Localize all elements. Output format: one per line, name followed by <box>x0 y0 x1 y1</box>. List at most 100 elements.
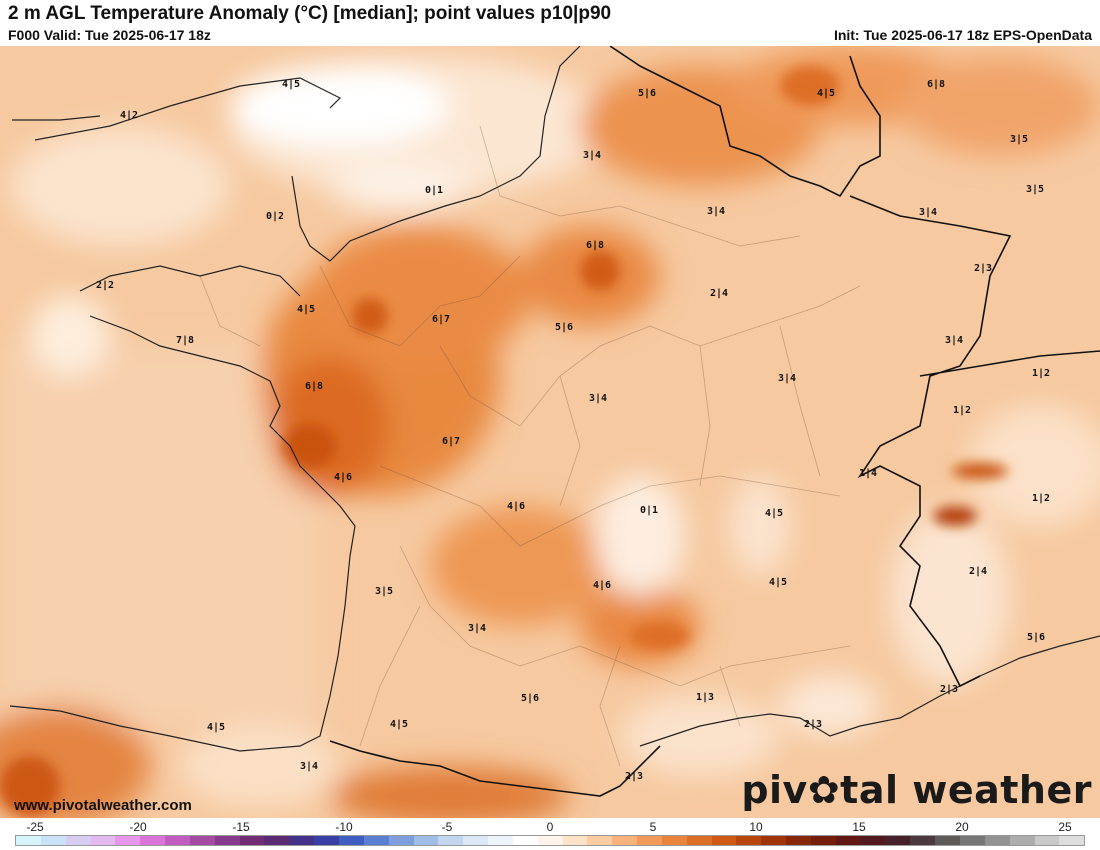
point-value-label: 2|3 <box>804 719 822 730</box>
point-value-label: 3|4 <box>778 373 796 384</box>
point-value-label: 2|2 <box>96 280 114 291</box>
colorbar-tick-label: -15 <box>232 820 250 834</box>
colorbar-swatch <box>115 836 141 845</box>
colorbar-swatch <box>239 836 265 845</box>
init-time: Init: Tue 2025-06-17 18z EPS-OpenData <box>833 27 1092 43</box>
point-value-label: 1|4 <box>859 468 877 479</box>
coastline <box>9 46 1100 752</box>
colorbar-swatch <box>637 836 662 845</box>
point-value-label: 3|4 <box>945 335 963 346</box>
colorbar-swatch <box>314 836 339 845</box>
colorbar-swatch <box>860 836 886 845</box>
point-value-label: 1|2 <box>1032 368 1050 379</box>
point-value-label: 1|2 <box>953 405 971 416</box>
map-header: 2 m AGL Temperature Anomaly (°C) [median… <box>0 0 1100 46</box>
point-value-label: 5|6 <box>638 88 656 99</box>
colorbar-swatch <box>90 836 116 845</box>
colorbar-swatch <box>165 836 190 845</box>
website-label: www.pivotalweather.com <box>14 797 192 814</box>
colorbar-swatch <box>686 836 712 845</box>
colorbar-swatch <box>214 836 240 845</box>
colorbar-swatch <box>537 836 563 845</box>
point-value-label: 5|6 <box>1027 632 1045 643</box>
colorbar-tick-label: -25 <box>26 820 44 834</box>
colorbar-swatch <box>40 836 66 845</box>
colorbar-tick-label: -10 <box>335 820 353 834</box>
valid-time: F000 Valid: Tue 2025-06-17 18z <box>8 27 211 43</box>
colorbar-swatch <box>885 836 911 845</box>
point-value-label: 4|5 <box>282 79 300 90</box>
point-value-label: 4|2 <box>120 110 138 121</box>
colorbar-swatch <box>811 836 836 845</box>
colorbar-swatch <box>488 836 513 845</box>
colorbar-tick-label: 0 <box>546 820 554 834</box>
colorbar-swatch <box>65 836 91 845</box>
colorbar-swatch <box>761 836 787 845</box>
point-value-label: 4|6 <box>507 501 525 512</box>
point-value-label: 3|4 <box>300 761 318 772</box>
colorbar-swatch <box>438 836 464 845</box>
colorbar-swatch <box>363 836 389 845</box>
colorbar-swatch <box>1059 836 1085 845</box>
colorbar-tick-label: 20 <box>955 820 969 834</box>
point-value-label: 4|5 <box>207 722 225 733</box>
point-value-label: 3|4 <box>919 207 937 218</box>
point-value-label: 6|8 <box>927 79 945 90</box>
colorbar-swatch <box>512 836 538 845</box>
colorbar-swatch <box>736 836 762 845</box>
point-value-label: 6|7 <box>442 436 460 447</box>
point-value-label: 6|8 <box>586 240 604 251</box>
colorbar-swatch <box>289 836 315 845</box>
map-title: 2 m AGL Temperature Anomaly (°C) [median… <box>8 3 612 24</box>
point-value-label: 4|5 <box>297 304 315 315</box>
colorbar-tick-label: -20 <box>129 820 147 834</box>
point-value-label: 4|6 <box>593 580 611 591</box>
colorbar-swatch <box>910 836 936 845</box>
colorbar-swatch <box>1009 836 1035 845</box>
point-value-label: 6|8 <box>305 381 323 392</box>
colorbar-swatch <box>562 836 588 845</box>
point-value-label: 7|8 <box>176 335 194 346</box>
colorbar-swatch <box>140 836 166 845</box>
colorbar-swatch <box>661 836 687 845</box>
colorbar-swatch <box>1034 836 1060 845</box>
colorbar: -25 -20 -15 -10 -5 0 5 10 15 20 25 <box>15 820 1085 850</box>
point-value-label: 1|2 <box>1032 493 1050 504</box>
point-value-label: 5|6 <box>555 322 573 333</box>
colorbar-swatch <box>960 836 985 845</box>
point-value-label: 6|7 <box>432 314 450 325</box>
point-value-label: 3|4 <box>589 393 607 404</box>
point-value-label: 4|5 <box>769 577 787 588</box>
colorbar-swatch <box>16 836 41 845</box>
colorbar-tick-label: -5 <box>441 820 453 834</box>
colorbar-swatch <box>984 836 1010 845</box>
anomaly-shading <box>0 46 1100 818</box>
point-value-label: 3|5 <box>375 586 393 597</box>
point-value-label: 0|1 <box>640 505 658 516</box>
colorbar-swatch <box>264 836 290 845</box>
colorbar-swatch <box>935 836 961 845</box>
point-value-label: 4|6 <box>334 472 352 483</box>
anomaly-map: 4|5 5|6 4|5 6|8 4|2 3|4 3|5 0|1 3|5 0|2 3|4 3|4 6|8 2… <box>0 46 1100 818</box>
point-value-label: 2|4 <box>710 288 728 299</box>
pivotal-weather-logo: piv✿tal weather <box>741 768 1092 812</box>
colorbar-tick-label: 25 <box>1058 820 1072 834</box>
point-value-label: 3|4 <box>468 623 486 634</box>
point-value-label: 5|6 <box>521 693 539 704</box>
colorbar-swatch <box>711 836 737 845</box>
colorbar-swatch <box>388 836 414 845</box>
colorbar-tick-label: 10 <box>749 820 763 834</box>
point-value-label: 1|3 <box>696 692 714 703</box>
colorbar-swatch <box>612 836 638 845</box>
point-values-layer: 4|5 5|6 4|5 6|8 4|2 3|4 3|5 0|1 3|5 0|2 3|4 3|4 6|8 2… <box>96 79 1050 782</box>
point-value-label: 0|2 <box>266 211 284 222</box>
point-value-label: 2|4 <box>969 566 987 577</box>
point-value-label: 2|3 <box>940 684 958 695</box>
point-value-label: 4|5 <box>765 508 783 519</box>
point-value-label: 0|1 <box>425 185 443 196</box>
point-value-label: 3|5 <box>1026 184 1044 195</box>
point-value-label: 4|5 <box>817 88 835 99</box>
colorbar-swatch <box>189 836 215 845</box>
colorbar-swatch <box>413 836 439 845</box>
colorbar-swatch <box>786 836 811 845</box>
